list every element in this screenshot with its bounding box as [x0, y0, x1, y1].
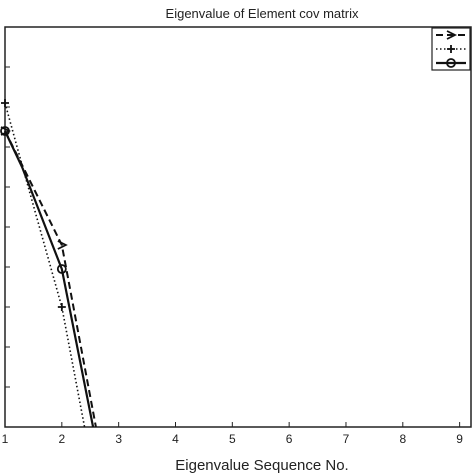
series-3-point: [56, 264, 67, 274]
series-1-point: [57, 240, 68, 250]
x-axis-label: Eigenvalue Sequence No.: [175, 457, 348, 474]
x-tick-label: 6: [286, 432, 293, 446]
x-tick-label: 4: [172, 432, 179, 446]
legend-marker-1: [446, 30, 458, 40]
x-tick-label: 8: [399, 432, 406, 446]
x-tick-label: 3: [115, 432, 122, 446]
x-tick-label: 2: [58, 432, 65, 446]
series-3-line: [4, 130, 95, 428]
series-2-point: [57, 303, 66, 311]
series-1-line: [4, 130, 97, 428]
x-tick-label: 9: [456, 432, 463, 446]
series-2-line: [4, 102, 86, 428]
legend: [431, 27, 471, 71]
y-ticks: [5, 66, 10, 388]
series-2-point: [1, 99, 9, 107]
legend-marker-2: [447, 45, 455, 53]
x-ticks: 1 2 3 4 5 6 7 8 9: [2, 422, 463, 446]
chart-title: Eigenvalue of Element cov matrix: [166, 6, 359, 21]
plot-frame: [4, 26, 472, 428]
series-3-point: [0, 126, 10, 136]
series-layer: [0, 99, 97, 428]
x-tick-label: 7: [343, 432, 350, 446]
x-tick-label: 1: [2, 432, 9, 446]
legend-marker-3: [446, 58, 456, 68]
x-tick-label: 5: [229, 432, 236, 446]
